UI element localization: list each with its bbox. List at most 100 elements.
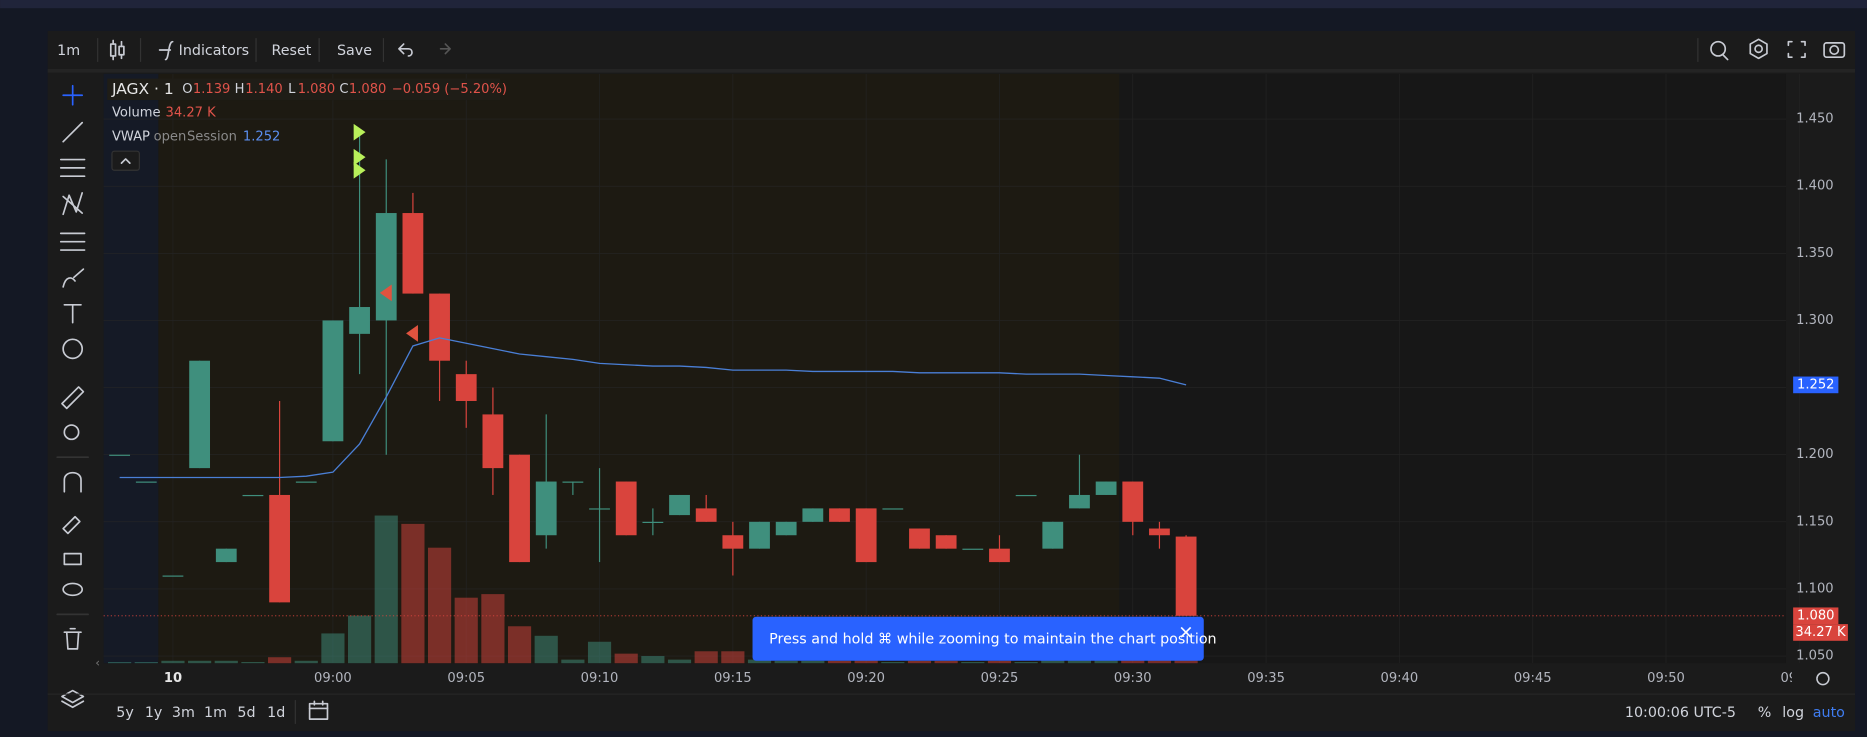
candle-body — [189, 360, 211, 469]
collapse-button[interactable] — [111, 150, 140, 171]
top-strip — [0, 0, 1867, 9]
undo[interactable] — [398, 43, 413, 57]
volume-bar — [427, 547, 452, 664]
open: 1.139 — [193, 82, 230, 97]
chart-type-icon[interactable] — [109, 39, 125, 61]
crosshair-tool[interactable] — [62, 84, 84, 106]
brush-tool[interactable] — [62, 268, 85, 288]
volume-bar — [987, 660, 1012, 664]
volume-bar — [134, 661, 158, 664]
timeframe-button[interactable]: 5y — [116, 705, 134, 721]
candle-body — [269, 494, 290, 603]
lock-tool[interactable] — [63, 552, 82, 566]
volume-box — [1793, 624, 1848, 641]
session-bg — [158, 73, 1120, 664]
snapshot-icon[interactable] — [1823, 42, 1846, 58]
volume-bar — [614, 653, 638, 664]
volume-bar — [587, 641, 612, 664]
trash-tool[interactable] — [63, 627, 82, 650]
zoom-tool[interactable] — [63, 424, 80, 441]
timeframe-button[interactable]: 1d — [267, 705, 285, 721]
timeframe-button[interactable]: 5d — [237, 705, 255, 721]
percent-toggle[interactable]: % — [1758, 705, 1772, 721]
volume-bar — [188, 660, 212, 664]
projection-tool[interactable] — [59, 232, 86, 251]
candle-body — [322, 320, 344, 442]
candle-body — [1069, 494, 1090, 509]
goto-date-icon[interactable] — [308, 700, 329, 720]
x-tick-label: 10 — [164, 671, 182, 686]
interval[interactable]: 1m — [57, 43, 80, 59]
trendline-tool[interactable] — [62, 121, 84, 143]
fullscreen-icon[interactable] — [1787, 40, 1806, 58]
timeframe-button[interactable]: 3m — [172, 705, 195, 721]
candle-body — [1042, 521, 1064, 549]
indicators-button[interactable]: Indicators — [179, 43, 249, 59]
fib-tool[interactable] — [59, 158, 86, 178]
volume-bar — [694, 651, 718, 664]
text-tool[interactable] — [63, 303, 82, 324]
volume-bar — [561, 659, 585, 664]
reset-button[interactable]: Reset — [272, 43, 312, 59]
indicators-icon[interactable] — [158, 40, 174, 61]
premarket-bg — [103, 73, 159, 664]
timeframe-button[interactable]: 1y — [145, 705, 163, 721]
lock-draw-tool[interactable] — [62, 515, 81, 535]
y-tick-label: 1.450 — [1796, 112, 1833, 127]
volume-bar — [161, 660, 185, 664]
candle-body — [855, 508, 877, 563]
candle-body — [1095, 481, 1117, 495]
volume-bar — [854, 659, 878, 664]
candle-body — [429, 293, 450, 361]
y-tick-label: 1.150 — [1796, 514, 1833, 529]
legend-bg — [107, 78, 501, 101]
x-tick-label: 09:50 — [1647, 671, 1685, 686]
settings-icon[interactable] — [1749, 38, 1768, 60]
timeframe-button[interactable]: 1m — [204, 705, 227, 721]
x-tick-label: 09:35 — [1247, 671, 1285, 686]
top-toolbar: 1m Indicators Reset Save — [57, 38, 1846, 62]
candle-body — [295, 481, 317, 483]
sell-marker — [406, 325, 418, 342]
change: −0.059 (−5.20%) — [392, 82, 507, 97]
y-tick-label: 1.350 — [1796, 246, 1833, 261]
volume-bar — [961, 661, 985, 664]
search-icon[interactable] — [1710, 40, 1729, 61]
toast-close[interactable] — [1180, 626, 1192, 638]
emoji-tool[interactable] — [62, 338, 84, 360]
candle-body — [455, 374, 477, 401]
candles — [109, 132, 1197, 616]
auto-toggle[interactable]: auto — [1813, 705, 1845, 721]
toolbar-border — [47, 69, 1856, 73]
low: 1.080 — [298, 82, 335, 97]
candle-body — [375, 213, 397, 321]
pattern-tool[interactable] — [62, 192, 84, 216]
layers-tool[interactable] — [61, 689, 85, 709]
volume-bar — [934, 660, 958, 664]
x-tick-label: 09:10 — [581, 671, 619, 686]
magnet-tool[interactable] — [63, 471, 82, 493]
scroll-arrow: ‹ — [95, 656, 100, 670]
redo — [439, 43, 451, 55]
buy-marker — [353, 161, 366, 179]
candle-body — [829, 508, 850, 522]
candle-body — [242, 494, 264, 497]
volume-bar — [321, 633, 345, 664]
log-toggle[interactable]: log — [1782, 705, 1804, 721]
ruler-tool[interactable] — [61, 386, 85, 410]
candle-body — [1175, 536, 1197, 616]
candle-body — [775, 521, 797, 536]
x-axis: 10 09:00 09:05 09:10 09:15 09:20 09:25 09:30 09:… — [164, 671, 1792, 686]
candle-body — [935, 535, 957, 549]
candle-body — [1149, 528, 1170, 536]
volume-bar — [481, 594, 505, 664]
save-button[interactable]: Save — [337, 43, 372, 59]
vwap-value: 1.252 — [243, 129, 280, 144]
candle-body — [802, 508, 824, 522]
candle-body — [562, 481, 584, 483]
high: 1.140 — [245, 82, 282, 97]
symbol: JAGX · 1 — [111, 80, 174, 98]
visibility-tool[interactable] — [62, 582, 84, 597]
